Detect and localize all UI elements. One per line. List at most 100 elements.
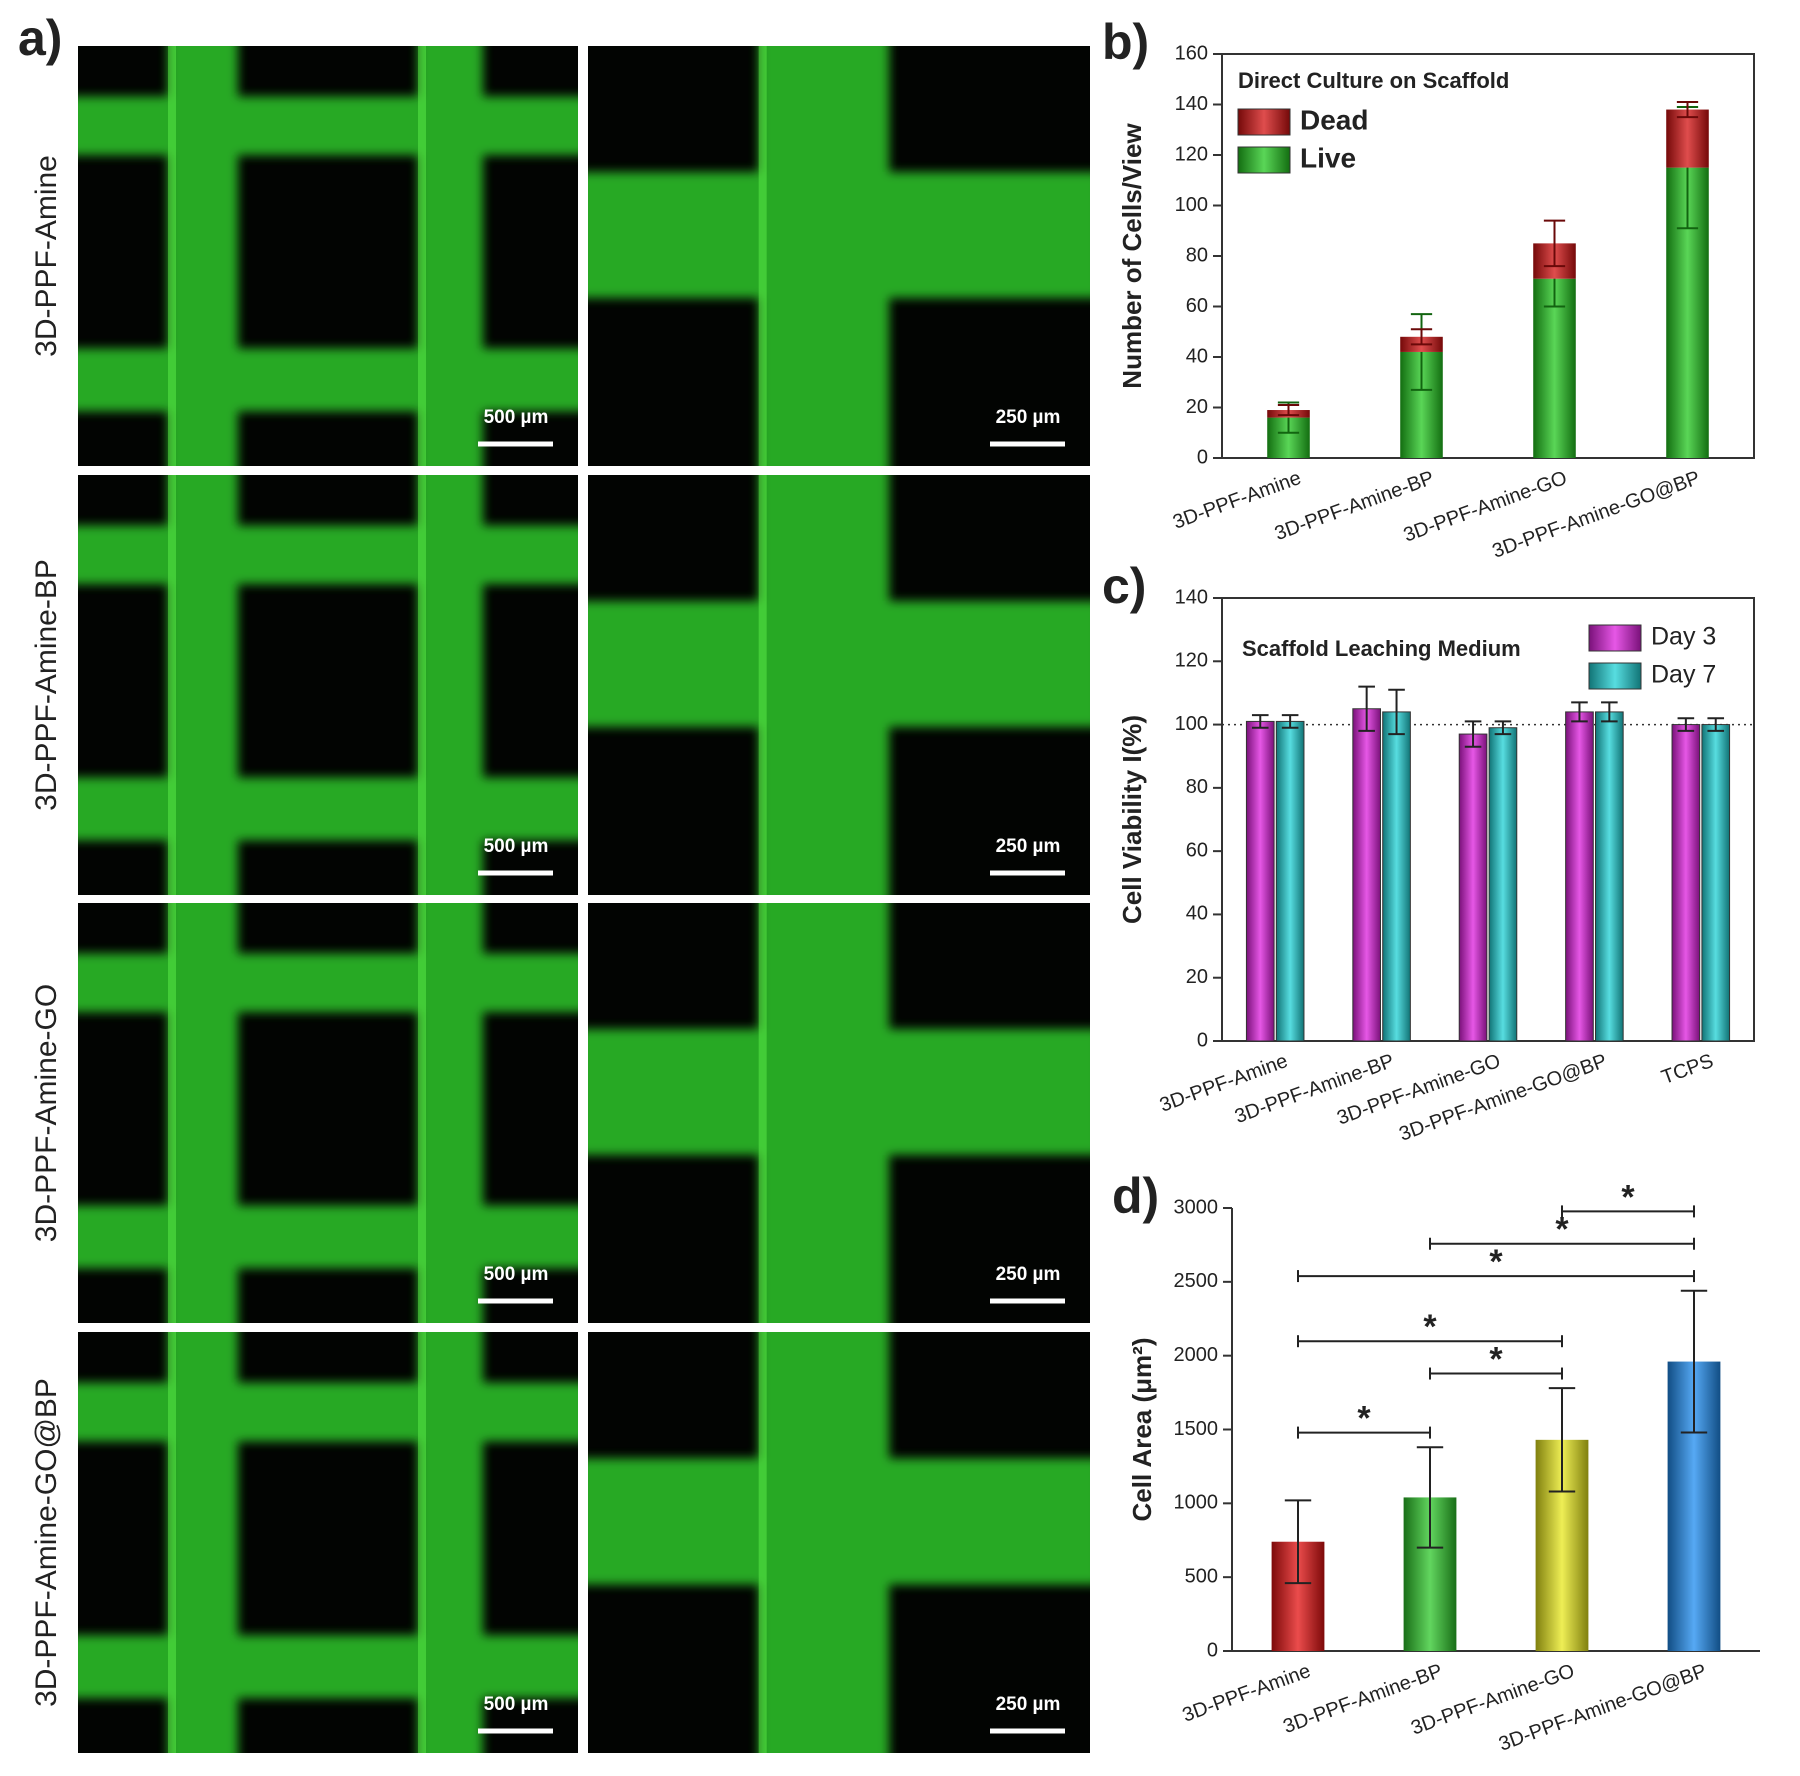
y-axis-label: Number of Cells/View bbox=[1117, 123, 1147, 389]
legend-swatch bbox=[1588, 662, 1642, 690]
y-tick-label: 3000 bbox=[1174, 1196, 1219, 1218]
strand bbox=[588, 601, 1090, 727]
scaffold-strands bbox=[78, 1332, 578, 1753]
error-bar bbox=[1416, 1446, 1444, 1549]
y-tick-label: 0 bbox=[1197, 446, 1208, 468]
y-tick-label: 1500 bbox=[1174, 1418, 1219, 1440]
row-label: 3D-PPF-Amine-GO bbox=[30, 984, 63, 1242]
strand-edge bbox=[418, 903, 426, 1323]
significance-label: * bbox=[1555, 1211, 1569, 1249]
bar bbox=[1701, 724, 1731, 1042]
legend-label: Day 3 bbox=[1651, 623, 1716, 651]
scale-bar-label: 500 µm bbox=[484, 1264, 549, 1285]
strand bbox=[588, 172, 1090, 298]
y-axis-label: Cell Viability I(%) bbox=[1117, 715, 1147, 924]
scale-bar-label: 500 µm bbox=[484, 1694, 549, 1715]
scaffold bbox=[588, 46, 1090, 466]
bar-segment bbox=[1533, 278, 1576, 458]
scale-bar-label: 500 µm bbox=[484, 407, 549, 428]
strand-edge bbox=[418, 1332, 426, 1753]
strand bbox=[78, 1635, 578, 1699]
legend-swatch bbox=[1237, 108, 1291, 136]
error-bar bbox=[1677, 717, 1695, 732]
row-label: 3D-PPF-Amine-GO@BP bbox=[30, 1378, 63, 1707]
y-tick-label: 160 bbox=[1175, 42, 1208, 64]
error-bar bbox=[1601, 701, 1618, 723]
strand bbox=[78, 1205, 578, 1269]
scaffold-strands bbox=[588, 903, 1090, 1323]
y-tick-label: 1000 bbox=[1174, 1492, 1219, 1514]
scaffold bbox=[588, 1332, 1090, 1753]
strand bbox=[78, 1382, 578, 1442]
significance-bracket bbox=[1561, 1205, 1695, 1218]
scale-bar-label: 250 µm bbox=[996, 407, 1061, 428]
strand-edge bbox=[758, 903, 767, 1323]
error-bar bbox=[1676, 100, 1699, 119]
panel-label: c) bbox=[1102, 558, 1146, 614]
strand-edge bbox=[758, 46, 767, 466]
bar bbox=[1275, 720, 1305, 1042]
scaffold-strands bbox=[588, 475, 1090, 895]
y-tick-label: 40 bbox=[1186, 345, 1208, 367]
row-label: 3D-PPF-Amine bbox=[30, 155, 63, 357]
significance-bracket bbox=[1297, 1426, 1431, 1439]
y-tick-label: 0 bbox=[1197, 1029, 1208, 1051]
bar bbox=[1245, 720, 1275, 1042]
plot-frame bbox=[1221, 597, 1755, 1042]
scaffold bbox=[78, 1332, 578, 1753]
error-bar bbox=[1543, 219, 1566, 268]
significance-bracket bbox=[1429, 1367, 1563, 1380]
legend-swatch bbox=[1588, 624, 1642, 652]
y-tick-label: 2000 bbox=[1174, 1344, 1219, 1366]
error-bar bbox=[1281, 714, 1299, 729]
y-tick-label: 2500 bbox=[1174, 1270, 1219, 1292]
legend-label: Dead bbox=[1300, 104, 1368, 135]
y-tick-label: 120 bbox=[1175, 650, 1208, 672]
y-tick-label: 100 bbox=[1175, 194, 1208, 216]
significance-bracket bbox=[1297, 1270, 1695, 1283]
strand-edge bbox=[758, 475, 767, 895]
y-tick-label: 500 bbox=[1185, 1565, 1218, 1587]
scaffold-strands bbox=[78, 903, 578, 1323]
error-bar bbox=[1464, 720, 1482, 748]
error-bar bbox=[1548, 1387, 1576, 1493]
y-tick-label: 0 bbox=[1207, 1639, 1218, 1661]
strand-edge bbox=[418, 475, 426, 895]
bar bbox=[1458, 733, 1488, 1042]
significance-label: * bbox=[1489, 1243, 1503, 1281]
significance-label: * bbox=[1621, 1178, 1635, 1216]
error-bar bbox=[1277, 403, 1300, 417]
y-tick-label: 40 bbox=[1186, 903, 1208, 925]
significance-label: * bbox=[1423, 1308, 1437, 1346]
strand bbox=[78, 953, 578, 1013]
y-tick-label: 140 bbox=[1175, 93, 1208, 115]
y-axis-label: Cell Area (μm²) bbox=[1127, 1338, 1157, 1522]
error-bar bbox=[1251, 714, 1269, 729]
bar bbox=[1382, 711, 1411, 1042]
significance-bracket bbox=[1429, 1237, 1695, 1250]
bar-segment bbox=[1666, 109, 1709, 168]
scale-bar-label: 250 µm bbox=[996, 1264, 1061, 1285]
significance-label: * bbox=[1489, 1341, 1503, 1379]
bar bbox=[1671, 724, 1701, 1042]
strand-edge bbox=[168, 903, 176, 1323]
scaffold bbox=[78, 903, 578, 1323]
bar bbox=[1352, 708, 1381, 1042]
scaffold bbox=[588, 475, 1090, 895]
strand-edge bbox=[168, 1332, 176, 1753]
legend-title: Direct Culture on Scaffold bbox=[1238, 68, 1509, 93]
error-bar bbox=[1680, 1289, 1708, 1434]
strand-edge bbox=[758, 1332, 767, 1753]
scaffold bbox=[78, 475, 578, 895]
error-bar bbox=[1494, 720, 1512, 736]
significance-bracket bbox=[1297, 1335, 1563, 1348]
scale-bar-label: 250 µm bbox=[996, 836, 1061, 857]
bar bbox=[1565, 711, 1594, 1042]
error-bar bbox=[1358, 685, 1375, 732]
strand-edge bbox=[168, 475, 176, 895]
legend-swatch bbox=[1237, 146, 1291, 174]
error-bar bbox=[1410, 313, 1433, 391]
annotation: Scaffold Leaching Medium bbox=[1242, 636, 1521, 661]
